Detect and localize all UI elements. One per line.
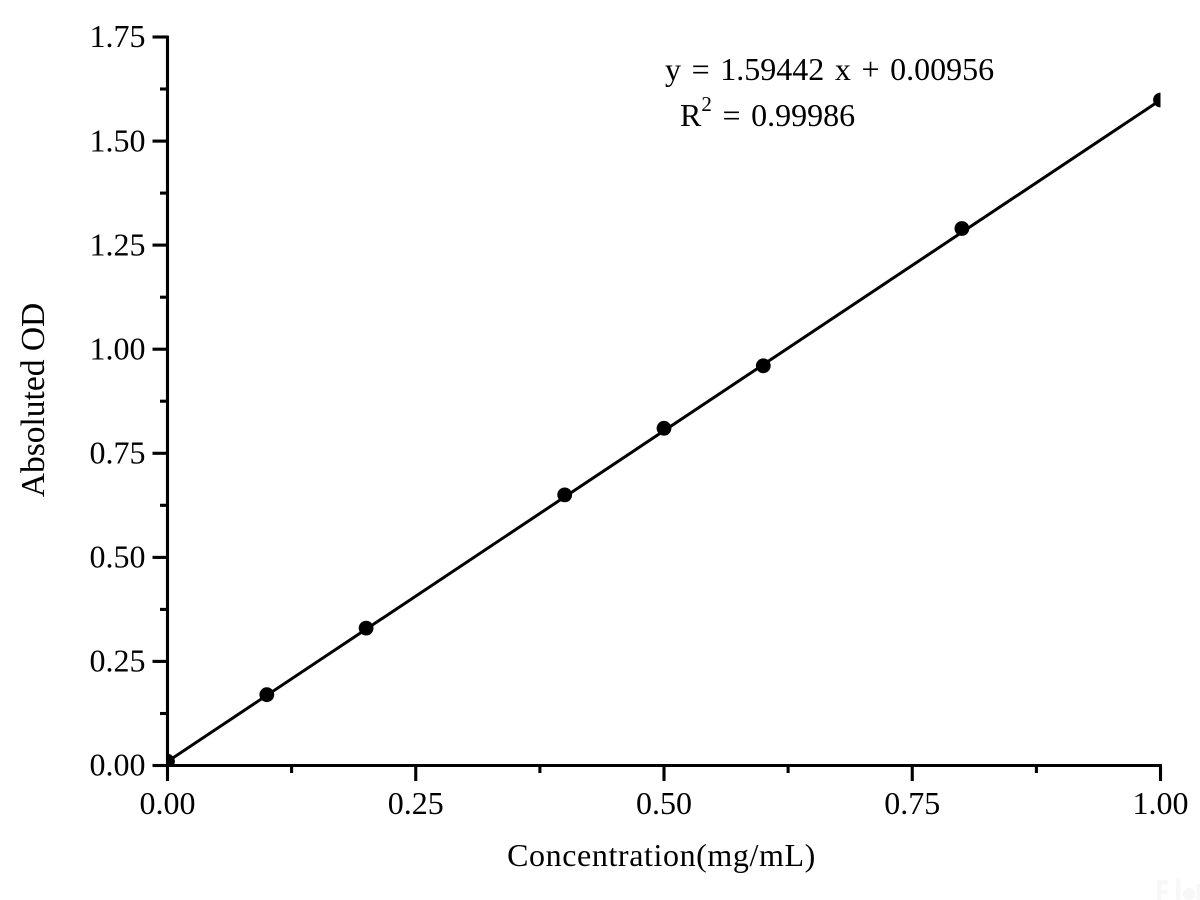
svg-text:1.75: 1.75 [90, 18, 146, 54]
svg-text:1.00: 1.00 [1133, 785, 1189, 821]
svg-text:R2 = 0.99986: R2 = 0.99986 [680, 92, 855, 133]
svg-text:0.25: 0.25 [388, 785, 444, 821]
svg-text:0.50: 0.50 [90, 539, 146, 575]
svg-text:0.50: 0.50 [636, 785, 692, 821]
svg-text:1.50: 1.50 [90, 122, 146, 158]
svg-text:1.00: 1.00 [90, 330, 146, 366]
svg-text:0.00: 0.00 [140, 785, 196, 821]
svg-text:0.25: 0.25 [90, 643, 146, 679]
svg-text:Absoluted OD: Absoluted OD [15, 303, 52, 497]
svg-text:0.00: 0.00 [90, 747, 146, 783]
svg-text:0.75: 0.75 [90, 435, 146, 471]
svg-text:1.25: 1.25 [90, 226, 146, 262]
svg-text:0.75: 0.75 [884, 785, 940, 821]
svg-text:y = 1.59442 x + 0.00956: y = 1.59442 x + 0.00956 [665, 51, 994, 87]
svg-text:Concentration(mg/mL): Concentration(mg/mL) [507, 837, 816, 873]
